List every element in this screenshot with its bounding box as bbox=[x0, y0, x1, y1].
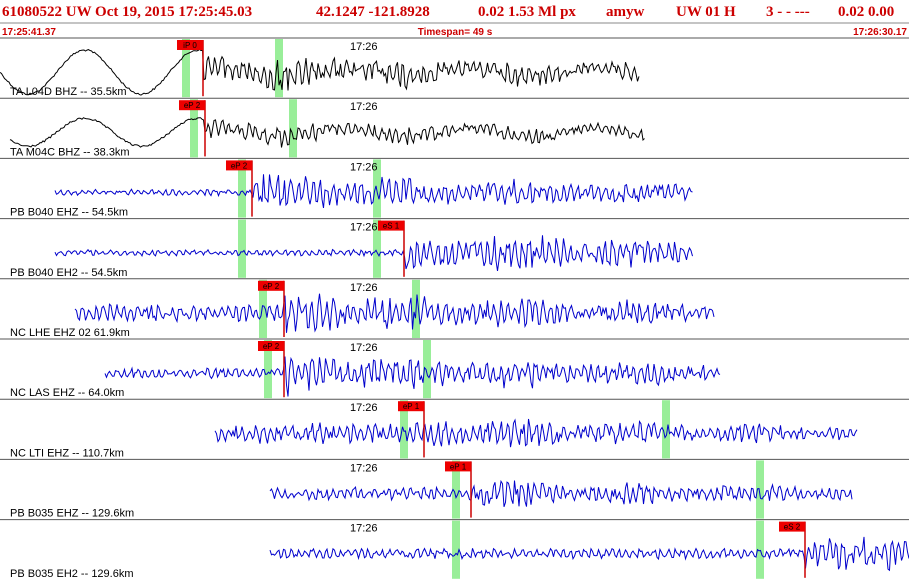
time-label: 17:26 bbox=[350, 282, 378, 294]
waveform bbox=[74, 293, 715, 333]
waveform bbox=[269, 479, 853, 507]
trace-label: NC LHE EHZ 02 61.9km bbox=[10, 327, 130, 339]
pick-label: eS 1 bbox=[383, 222, 400, 231]
event-flags: 3 - - --- bbox=[766, 4, 810, 20]
event-quality: 0.02 0.00 bbox=[838, 4, 894, 20]
end-time: 17:26:30.17 bbox=[853, 27, 907, 38]
time-label: 17:26 bbox=[350, 222, 378, 234]
phase-marker bbox=[238, 159, 246, 218]
phase-marker bbox=[373, 219, 381, 278]
trace-label: PB B035 EH2 -- 129.6km bbox=[10, 568, 134, 580]
pick-label: eS 2 bbox=[784, 523, 801, 532]
phase-marker bbox=[662, 400, 670, 459]
pick-flag bbox=[378, 220, 404, 231]
phase-marker bbox=[423, 340, 431, 399]
waveform bbox=[104, 356, 721, 397]
pick-flag bbox=[445, 461, 471, 472]
timespan: Timespan= 49 s bbox=[418, 27, 493, 38]
pick-flag bbox=[177, 40, 203, 50]
time-label: 17:26 bbox=[350, 161, 378, 173]
trace-label: PB B040 EHZ -- 54.5km bbox=[10, 207, 128, 219]
waveform bbox=[0, 48, 640, 96]
phase-marker bbox=[238, 219, 246, 278]
pick-label: eP 1 bbox=[403, 402, 420, 411]
time-label: 17:26 bbox=[350, 462, 378, 474]
pick-label: eP 2 bbox=[263, 282, 280, 291]
waveform bbox=[214, 418, 858, 448]
time-label: 17:26 bbox=[350, 402, 378, 414]
time-label: 17:26 bbox=[350, 523, 378, 535]
waveform bbox=[54, 235, 693, 271]
phase-marker bbox=[400, 400, 408, 459]
trace-label: NC LTI EHZ -- 110.7km bbox=[10, 447, 124, 459]
waveform bbox=[269, 536, 909, 572]
time-label: 17:26 bbox=[350, 101, 378, 113]
trace-label: PB B035 EHZ -- 129.6km bbox=[10, 508, 134, 520]
pick-label: iP 0 bbox=[183, 41, 197, 50]
pick-flag bbox=[179, 100, 205, 111]
phase-marker bbox=[190, 99, 198, 158]
trace-label: TA L04D BHZ -- 35.5km bbox=[10, 86, 127, 98]
pick-flag bbox=[226, 160, 252, 171]
trace-label: TA M04C BHZ -- 38.3km bbox=[10, 146, 130, 158]
pick-flag bbox=[258, 341, 284, 351]
time-label: 17:26 bbox=[350, 342, 378, 354]
phase-marker bbox=[264, 340, 272, 399]
trace-label: PB B040 EH2 -- 54.5km bbox=[10, 267, 127, 279]
event-location: 42.1247 -121.8928 bbox=[316, 4, 430, 20]
phase-marker bbox=[275, 39, 283, 98]
pick-label: eP 1 bbox=[450, 462, 467, 471]
phase-marker bbox=[259, 279, 267, 338]
pick-flag bbox=[398, 401, 424, 412]
event-magnitude: 0.02 1.53 Ml px bbox=[478, 4, 576, 20]
event-net: UW 01 H bbox=[676, 4, 736, 20]
start-time: 17:25:41.37 bbox=[2, 27, 56, 38]
waveform bbox=[9, 117, 645, 148]
phase-marker bbox=[182, 39, 190, 98]
pick-label: eP 2 bbox=[231, 161, 248, 170]
phase-marker bbox=[756, 460, 764, 519]
phase-marker bbox=[756, 520, 764, 579]
phase-marker bbox=[289, 99, 297, 158]
phase-marker bbox=[452, 520, 460, 579]
event-id: 61080522 UW Oct 19, 2015 17:25:45.03 bbox=[2, 4, 252, 20]
pick-label: eP 2 bbox=[263, 342, 280, 351]
pick-flag bbox=[258, 280, 284, 291]
pick-flag bbox=[779, 521, 805, 532]
pick-label: eP 2 bbox=[184, 101, 201, 110]
waveform bbox=[54, 174, 693, 208]
phase-marker bbox=[452, 460, 460, 519]
time-label: 17:26 bbox=[350, 41, 378, 53]
event-user: amyw bbox=[606, 4, 644, 20]
trace-label: NC LAS EHZ -- 64.0km bbox=[10, 387, 124, 399]
